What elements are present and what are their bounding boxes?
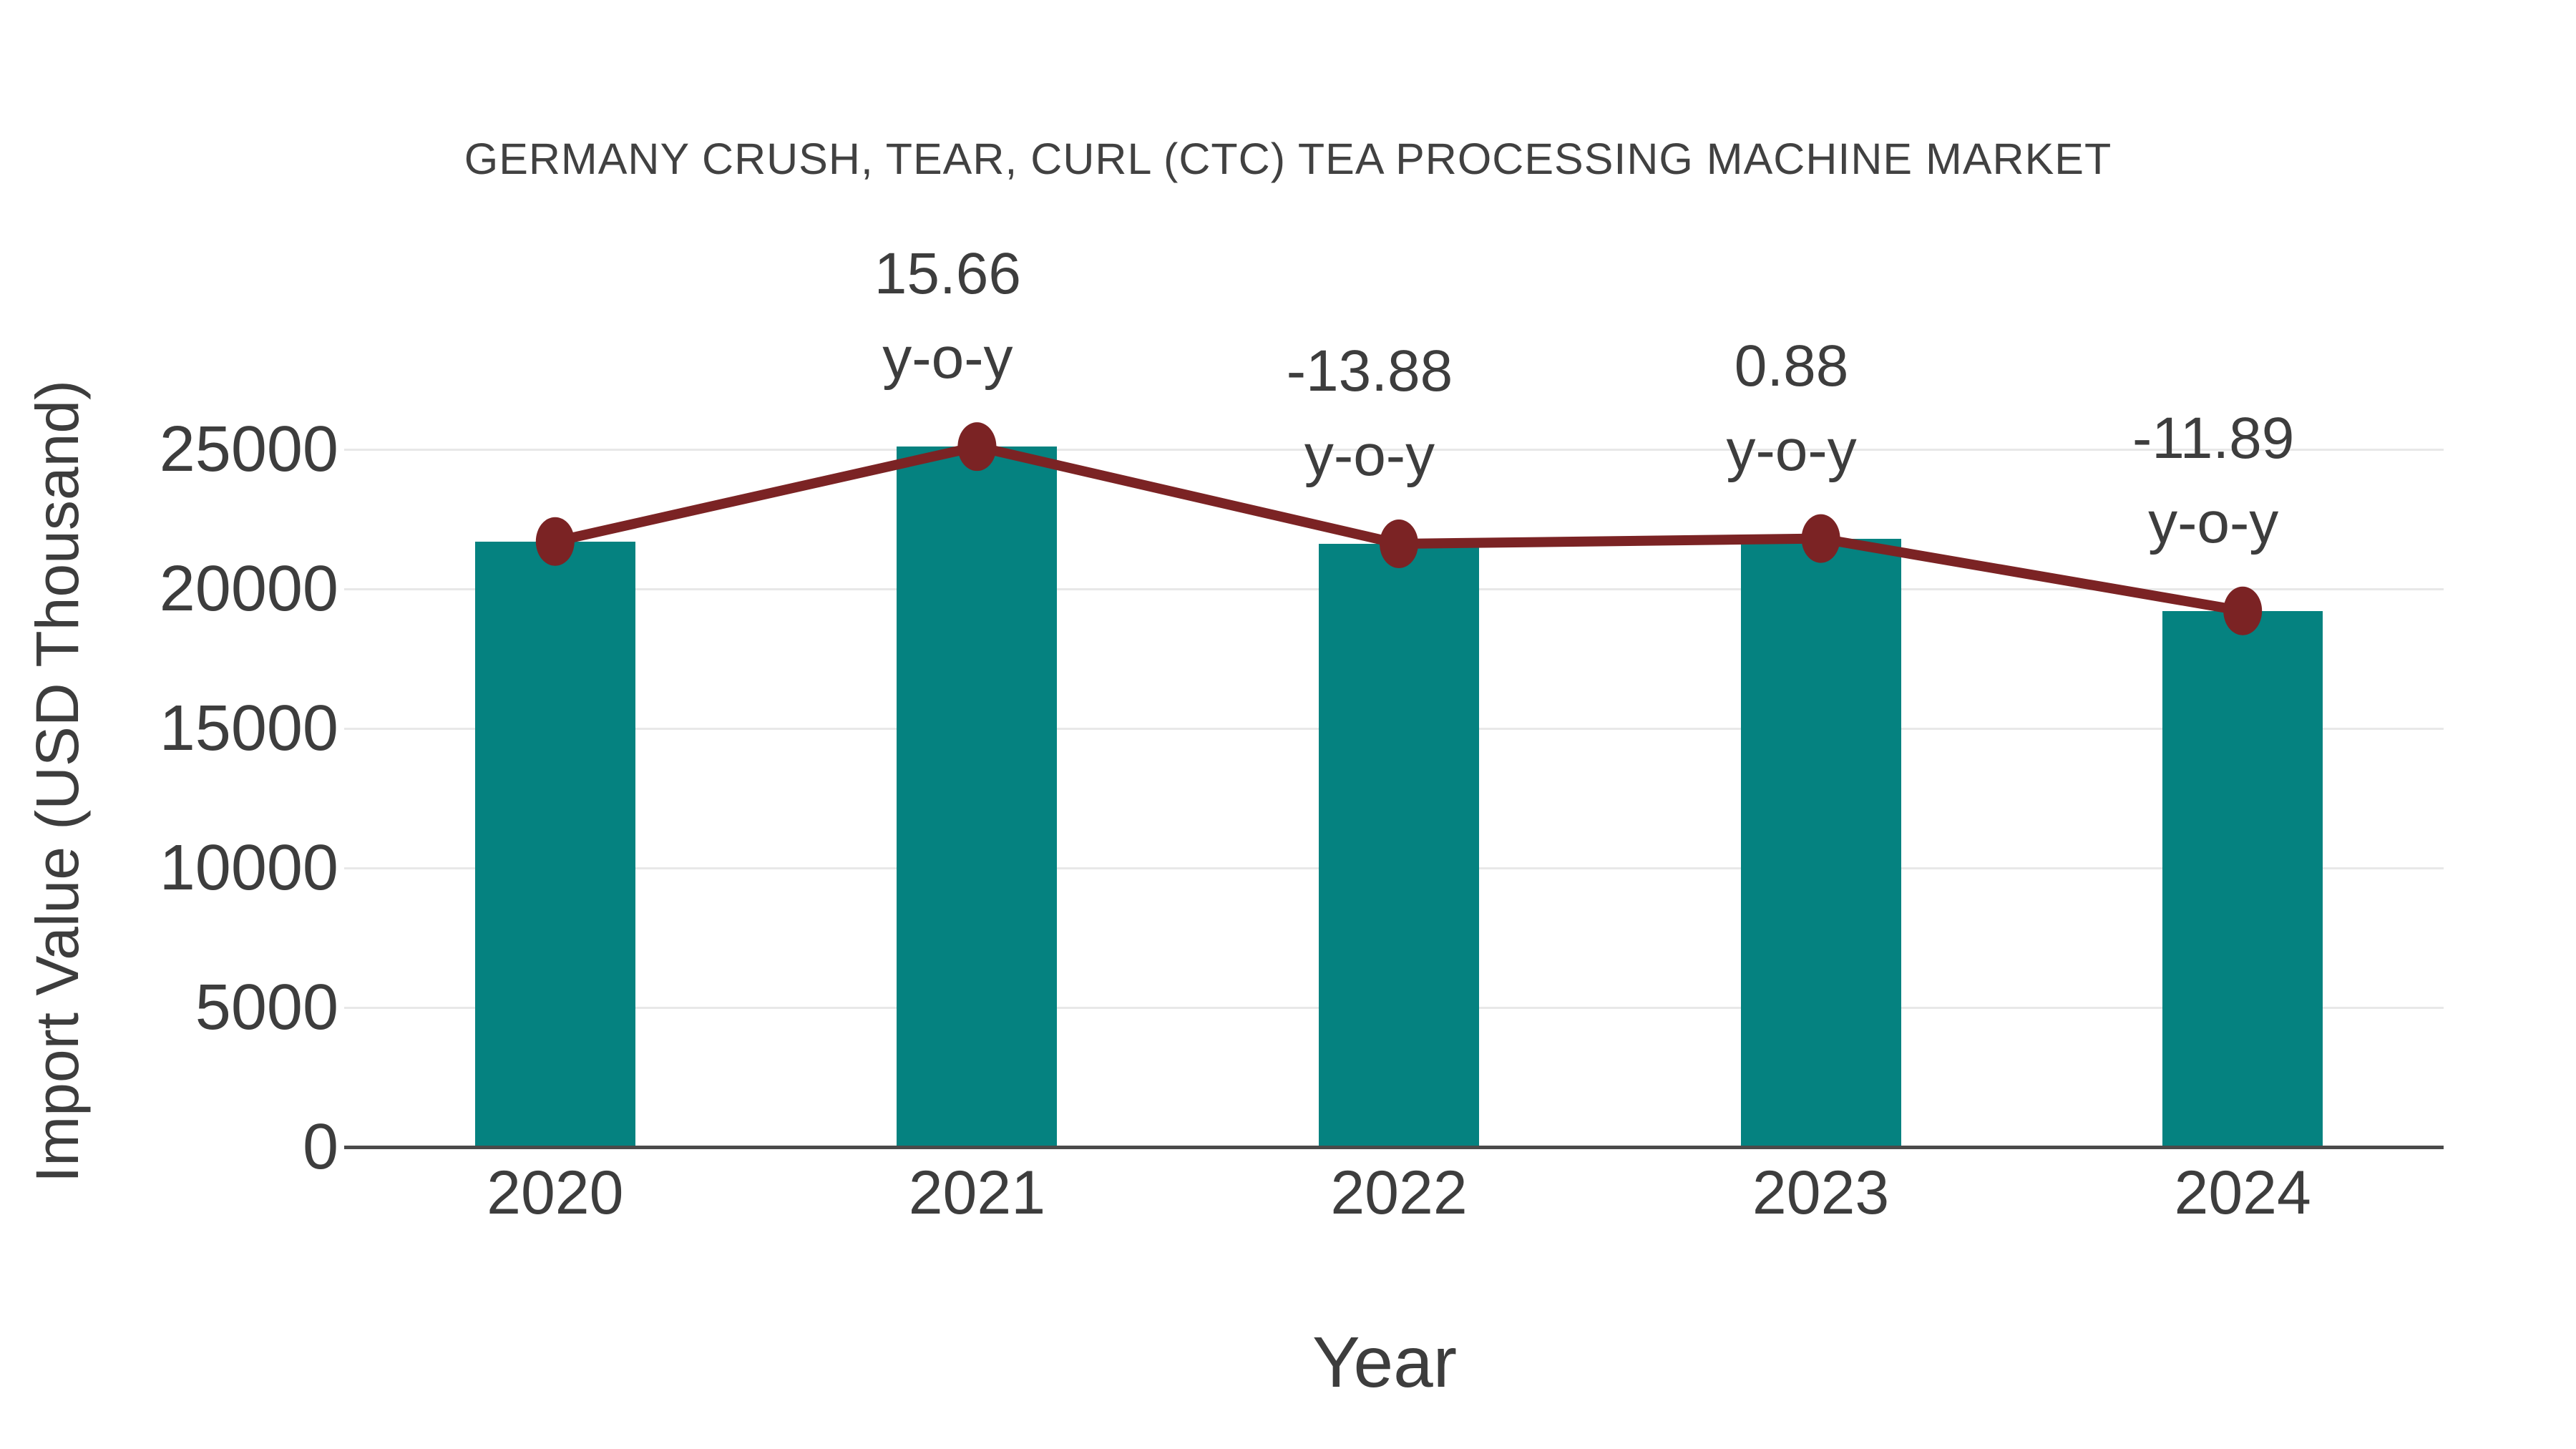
bar-2020 bbox=[474, 541, 635, 1147]
yoy-value-2023: 0.88 bbox=[1734, 333, 1849, 399]
yoy-annotation-2023: 0.88 y-o-y bbox=[1634, 324, 1949, 493]
y-tick-label-25000: 25000 bbox=[159, 414, 338, 485]
y-tick-label-20000: 20000 bbox=[159, 553, 338, 625]
yoy-value-2021: 15.66 bbox=[874, 241, 1021, 307]
yoy-suffix-2024: y-o-y bbox=[2148, 489, 2279, 555]
y-tick-label-0: 0 bbox=[302, 1111, 338, 1183]
y-tick-label-10000: 10000 bbox=[159, 832, 338, 904]
y-axis-title: Import Value (USD Thousand) bbox=[24, 379, 91, 1184]
yoy-value-2022: -13.88 bbox=[1286, 338, 1453, 404]
chart-title: GERMANY CRUSH, TEAR, CURL (CTC) TEA PROC… bbox=[464, 135, 2112, 183]
bar-2022 bbox=[1319, 544, 1479, 1147]
bar-2023 bbox=[1740, 538, 1901, 1147]
y-tick-label-5000: 5000 bbox=[195, 972, 338, 1043]
x-tick-label-2021: 2021 bbox=[908, 1158, 1046, 1227]
yoy-annotation-2024: -11.89 y-o-y bbox=[2056, 396, 2371, 565]
x-axis-title: Year bbox=[1312, 1322, 1458, 1402]
x-tick-label-2020: 2020 bbox=[487, 1158, 624, 1227]
yoy-suffix-2023: y-o-y bbox=[1726, 417, 1857, 483]
x-tick-label-2022: 2022 bbox=[1330, 1158, 1468, 1227]
x-axis-line bbox=[344, 1146, 2444, 1149]
bar-2021 bbox=[897, 447, 1058, 1147]
yoy-suffix-2021: y-o-y bbox=[882, 326, 1013, 391]
yoy-value-2024: -11.89 bbox=[2132, 405, 2295, 471]
x-tick-label-2024: 2024 bbox=[2174, 1158, 2311, 1227]
y-tick-label-15000: 15000 bbox=[159, 693, 338, 764]
yoy-annotation-2021: 15.66 y-o-y bbox=[790, 232, 1105, 401]
yoy-suffix-2022: y-o-y bbox=[1304, 423, 1435, 488]
bar-2024 bbox=[2162, 610, 2323, 1147]
x-tick-label-2023: 2023 bbox=[1752, 1158, 1890, 1227]
yoy-annotation-2022: -13.88 y-o-y bbox=[1212, 329, 1527, 498]
